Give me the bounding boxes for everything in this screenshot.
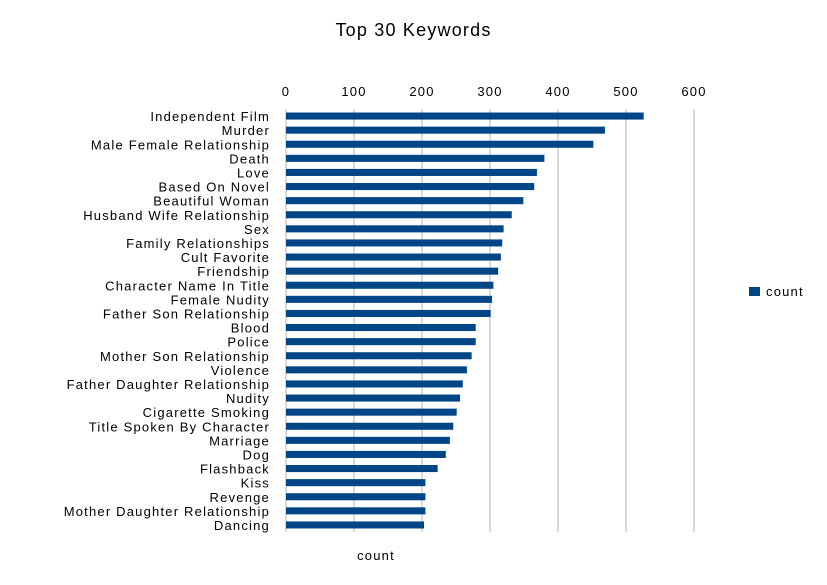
bar — [286, 479, 426, 487]
category-label: Based On Novel — [159, 180, 270, 195]
bar — [286, 352, 472, 360]
bar — [286, 394, 461, 402]
x-tick-label: 300 — [477, 84, 502, 99]
category-label: Murder — [222, 123, 270, 138]
bar — [286, 225, 504, 233]
bar — [286, 493, 426, 501]
category-label: Character Name In Title — [105, 278, 270, 293]
x-tick-label: 400 — [545, 84, 570, 99]
category-label: Sex — [244, 222, 270, 237]
legend-label: count — [766, 284, 804, 299]
bar — [286, 507, 426, 515]
category-label: Beautiful Woman — [153, 194, 270, 209]
category-label: Blood — [231, 321, 270, 336]
bar — [286, 168, 537, 176]
category-label: Father Daughter Relationship — [67, 377, 270, 392]
bar — [286, 521, 425, 529]
category-label: Police — [227, 335, 270, 350]
category-label: Friendship — [197, 264, 270, 279]
category-label: Nudity — [226, 391, 270, 406]
bar — [286, 112, 644, 120]
bar — [286, 140, 594, 148]
bar — [286, 253, 501, 261]
bar — [286, 450, 446, 458]
category-label: Revenge — [210, 490, 270, 505]
category-label: Dancing — [214, 518, 270, 533]
category-label: Dog — [243, 447, 270, 462]
category-label: Husband Wife Relationship — [83, 208, 270, 223]
category-label: Cigarette Smoking — [143, 405, 270, 420]
category-label: Mother Daughter Relationship — [64, 504, 270, 519]
category-label: Independent Film — [150, 109, 270, 124]
bar — [286, 436, 450, 444]
bar — [286, 211, 512, 219]
x-tick-label: 200 — [409, 84, 434, 99]
x-tick-label: 600 — [681, 84, 706, 99]
bar — [286, 281, 494, 289]
bar — [286, 267, 499, 275]
bar — [286, 295, 493, 303]
bar — [286, 324, 476, 332]
category-label: Cult Favorite — [181, 250, 270, 265]
x-tick-label: 100 — [341, 84, 366, 99]
category-label: Kiss — [241, 476, 270, 491]
category-label: Violence — [211, 363, 270, 378]
x-tick-label: 500 — [613, 84, 638, 99]
bar — [286, 422, 454, 430]
bar — [286, 309, 491, 317]
x-tick-label: 0 — [282, 84, 290, 99]
bar — [286, 154, 545, 162]
category-label: Female Nudity — [171, 292, 270, 307]
category-label: Father Son Relationship — [103, 306, 270, 321]
category-label: Male Female Relationship — [91, 137, 270, 152]
category-label: Family Relationships — [126, 236, 270, 251]
x-axis-label: count — [357, 548, 395, 563]
bar — [286, 338, 476, 346]
bar — [286, 239, 503, 247]
category-label: Mother Son Relationship — [100, 349, 270, 364]
bar — [286, 380, 463, 388]
bar — [286, 183, 535, 191]
category-label: Death — [229, 151, 270, 166]
bar — [286, 366, 467, 374]
category-label: Flashback — [200, 462, 270, 477]
chart-title: Top 30 Keywords — [335, 20, 492, 40]
legend-swatch — [749, 287, 760, 296]
category-label: Love — [237, 165, 270, 180]
category-label: Marriage — [209, 433, 270, 448]
bar — [286, 197, 524, 205]
category-label: Title Spoken By Character — [89, 419, 270, 434]
bar — [286, 126, 605, 134]
bar — [286, 465, 438, 473]
legend: count — [749, 284, 804, 299]
bar — [286, 408, 457, 416]
